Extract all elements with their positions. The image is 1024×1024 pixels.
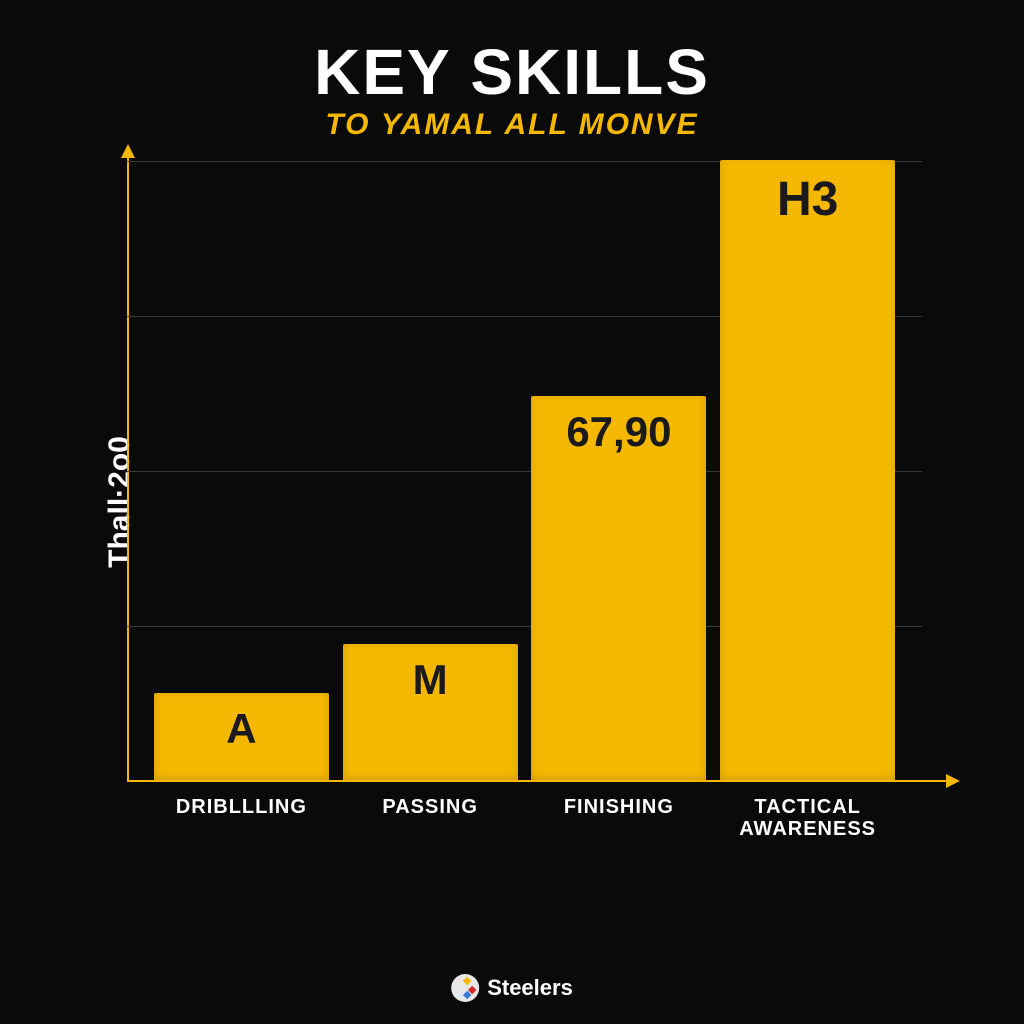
title-block: KEY SKILLS TO YAMAL ALL MONVE xyxy=(60,40,964,142)
bar-wrap: 67,90 xyxy=(531,396,706,780)
chart-plot: A M 67,90 H3 xyxy=(127,162,942,782)
x-labels-container: DRIBLLLINGPASSINGFINISHINGTACTICAL AWARE… xyxy=(127,782,922,842)
bar-value-label: H3 xyxy=(777,172,838,227)
bar-value-label: 67,90 xyxy=(566,408,671,456)
footer-logo: Steelers xyxy=(451,974,573,1002)
bar-value-label: M xyxy=(413,656,448,704)
bar-wrap: A xyxy=(154,693,329,780)
bar: M xyxy=(343,644,518,780)
x-axis-category-label: PASSING xyxy=(343,782,518,842)
subtitle-suffix: ALL MONVE xyxy=(495,108,698,141)
brand-logo-icon xyxy=(451,974,479,1002)
x-axis-category-label: DRIBLLLING xyxy=(154,782,329,842)
bar: A xyxy=(154,693,329,780)
x-axis-category-label: FINISHING xyxy=(531,782,706,842)
bar-wrap: M xyxy=(343,644,518,780)
bar-wrap: H3 xyxy=(720,160,895,780)
bar: H3 xyxy=(720,160,895,780)
bars-container: A M 67,90 H3 xyxy=(127,162,922,780)
x-axis-category-label: TACTICAL AWARENESS xyxy=(720,782,895,842)
chart-title: KEY SKILLS xyxy=(60,40,964,104)
chart-area: Thall·2o0 AM67,90H3 DRIBLLLINGPASSINGFIN… xyxy=(82,162,942,842)
brand-name: Steelers xyxy=(487,975,573,1001)
bar-value-label: A xyxy=(226,705,256,753)
y-axis-arrow-icon xyxy=(121,144,135,158)
x-axis-arrow-icon xyxy=(946,774,960,788)
bar: 67,90 xyxy=(531,396,706,780)
infographic-container: KEY SKILLS TO YAMAL ALL MONVE Thall·2o0 … xyxy=(0,0,1024,1024)
subtitle-prefix: TO xyxy=(325,108,380,141)
chart-subtitle: TO YAMAL ALL MONVE xyxy=(60,108,964,142)
subtitle-emphasis: YAMAL xyxy=(381,108,495,141)
